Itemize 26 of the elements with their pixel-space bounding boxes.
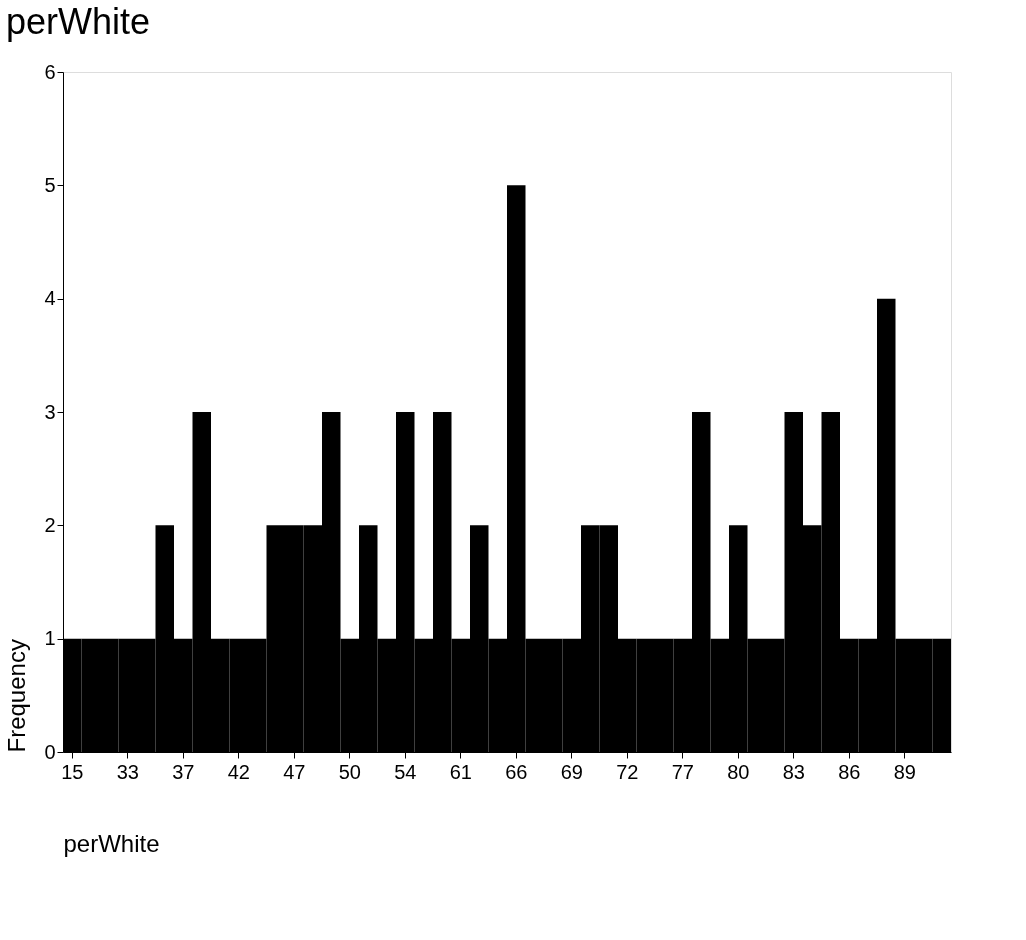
- x-tick-label: 61: [449, 760, 472, 783]
- x-tick-label: 66: [505, 760, 528, 783]
- x-tick-label: 54: [394, 760, 417, 783]
- y-tick-label: 0: [44, 740, 56, 763]
- y-tick-label: 4: [44, 287, 56, 310]
- x-tick-label: 47: [283, 760, 306, 783]
- x-tick-label: 77: [671, 760, 694, 783]
- y-tick-label: 1: [44, 627, 56, 650]
- y-tick-label: 5: [44, 173, 56, 196]
- y-tick-label: 3: [44, 400, 56, 423]
- x-tick-label: 72: [616, 760, 639, 783]
- x-tick-label: 37: [172, 760, 195, 783]
- x-tick-label: 50: [338, 760, 361, 783]
- y-tick-label: 2: [44, 513, 56, 536]
- x-tick-label: 86: [838, 760, 861, 783]
- x-tick-label: 80: [727, 760, 750, 783]
- x-tick-label: 83: [782, 760, 805, 783]
- x-tick-label: 69: [560, 760, 583, 783]
- x-tick-label: 42: [227, 760, 250, 783]
- y-tick-label: 6: [44, 60, 56, 83]
- x-tick-label: 15: [61, 760, 84, 783]
- x-tick-label: 33: [116, 760, 139, 783]
- x-tick-label: 89: [893, 760, 916, 783]
- x-axis-title: perWhite: [63, 829, 160, 857]
- chart-title: perWhite: [5, 1, 150, 42]
- y-axis-title: Frequency: [3, 639, 31, 753]
